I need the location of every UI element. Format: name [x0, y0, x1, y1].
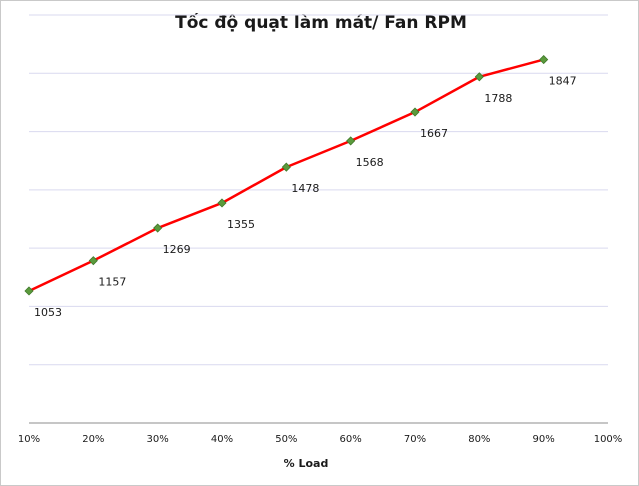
data-labels: 1053 1157 1269 1355 1478 1568 1667 1788 1847 [34, 75, 577, 319]
gridlines [29, 14, 608, 366]
data-label: 1667 [420, 127, 448, 140]
x-tick-labels: 10% 20% 30% 40% 50% 60% 70% 80% 90% 100% [18, 434, 622, 445]
x-axis-title: % Load [284, 457, 329, 470]
x-tick-label: 80% [468, 434, 490, 445]
x-tick-label: 10% [18, 434, 40, 445]
data-label: 1568 [356, 156, 384, 169]
data-label: 1788 [484, 92, 512, 105]
data-point-marker [153, 223, 163, 233]
data-label: 1847 [549, 75, 577, 88]
x-tick-label: 70% [404, 434, 426, 445]
data-point-marker [217, 198, 227, 208]
data-label: 1269 [163, 243, 191, 256]
chart-title: Tốc độ quạt làm mát/ Fan RPM [175, 12, 467, 33]
data-label: 1478 [291, 182, 319, 195]
data-point-marker [346, 136, 356, 146]
data-label: 1053 [34, 306, 62, 319]
data-markers [24, 55, 549, 296]
data-point-marker [539, 55, 549, 65]
data-label: 1157 [98, 276, 126, 289]
x-tick-label: 60% [340, 434, 362, 445]
x-tick-label: 90% [533, 434, 555, 445]
data-point-marker [88, 256, 98, 266]
data-point-marker [474, 72, 484, 82]
x-tick-label: 100% [594, 434, 623, 445]
series-line [27, 58, 545, 293]
x-tick-label: 40% [211, 434, 233, 445]
x-tick-label: 30% [147, 434, 169, 445]
x-tick-label: 50% [275, 434, 297, 445]
data-label: 1355 [227, 218, 255, 231]
data-point-marker [24, 286, 34, 296]
x-tick-label: 20% [82, 434, 104, 445]
data-point-marker [281, 162, 291, 172]
data-point-marker [410, 107, 420, 117]
